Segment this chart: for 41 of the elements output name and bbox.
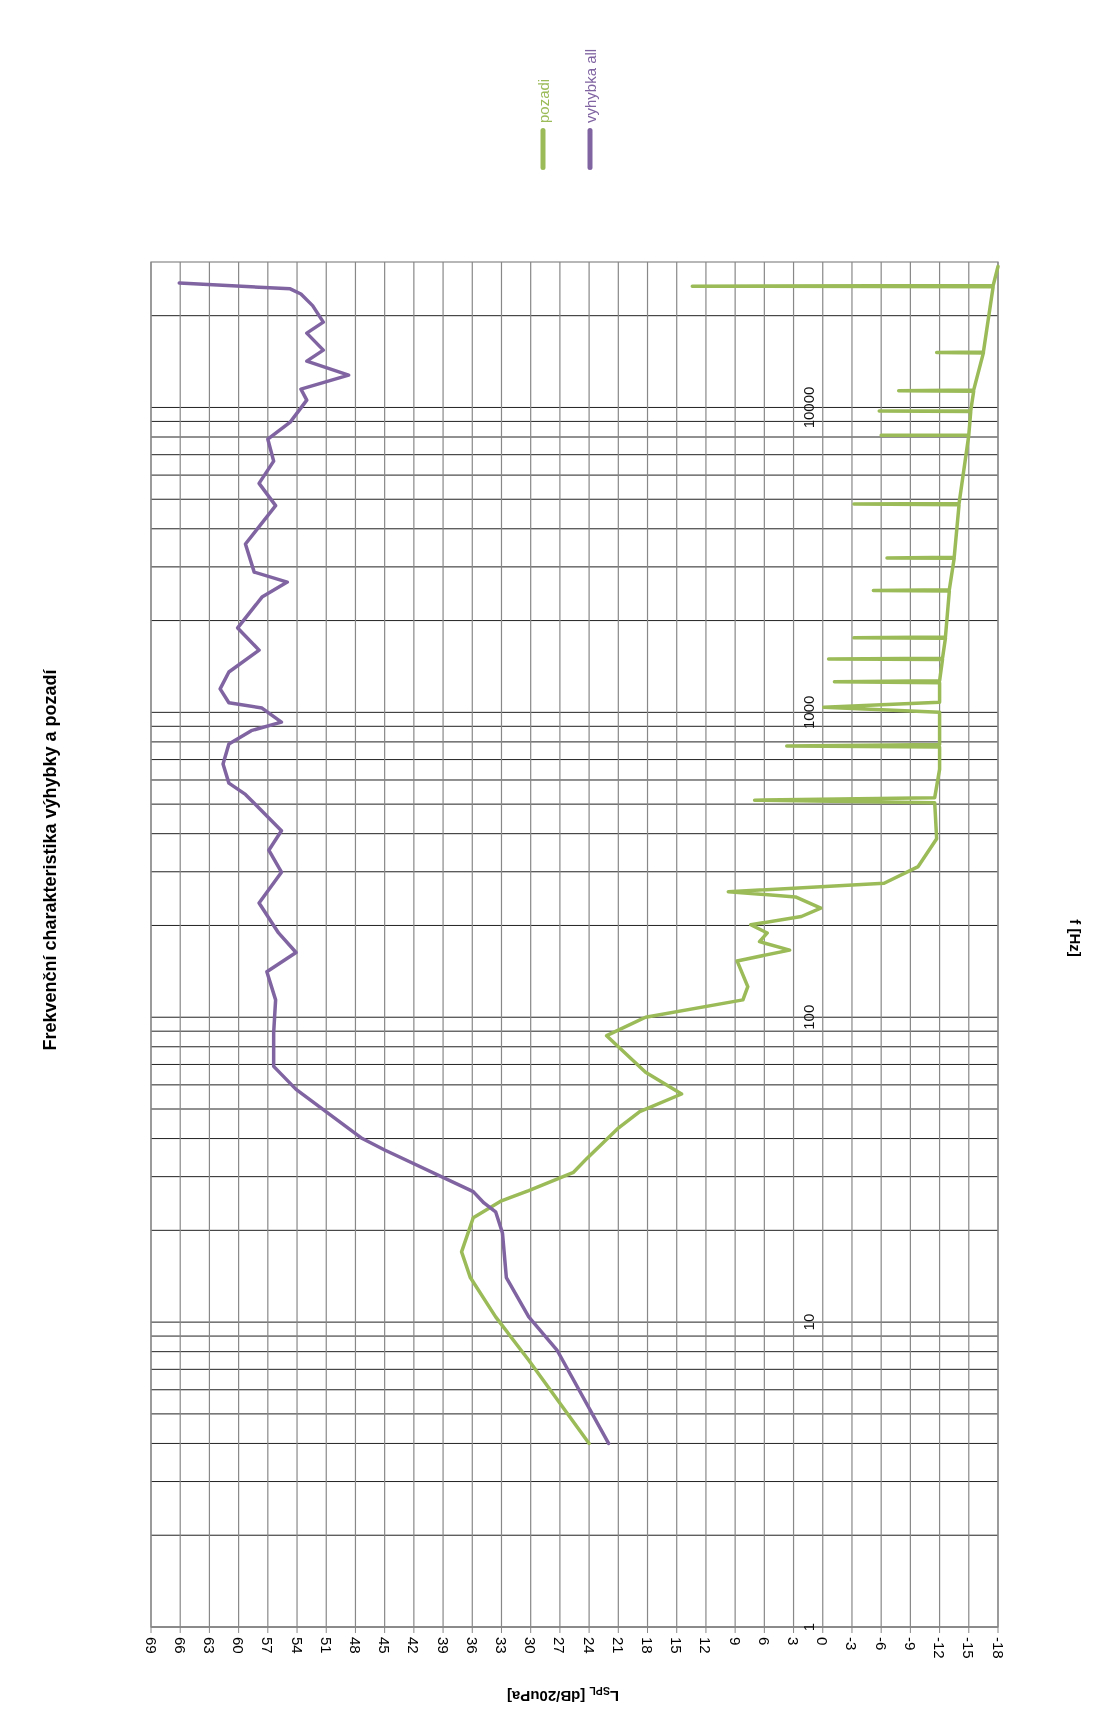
x-tick-label: 12 (697, 1637, 715, 1654)
x-tick-label: 66 (171, 1637, 189, 1654)
y-axis-title: f [Hz] (1066, 919, 1084, 957)
line-series (177, 281, 611, 1446)
x-tick-label: 57 (259, 1637, 277, 1654)
text: vyhybka all (581, 48, 599, 123)
text: pozadi (534, 78, 552, 123)
x-tick-label: 45 (376, 1637, 394, 1654)
x-tick-label: 15 (668, 1637, 686, 1654)
x-tick-label: -15 (960, 1637, 978, 1659)
x-tick-label: 27 (551, 1637, 569, 1654)
x-tick-label: 63 (200, 1637, 218, 1654)
x-tick-label: 9 (726, 1637, 744, 1646)
x-tick-label: -18 (989, 1637, 1007, 1659)
x-tick-label: 54 (288, 1637, 306, 1654)
x-tick-label: 48 (346, 1637, 364, 1654)
line-series (459, 264, 1000, 1446)
x-tick-label: -12 (931, 1637, 949, 1659)
x-tick-label: 60 (230, 1637, 248, 1654)
x-tick-label: 39 (434, 1637, 452, 1654)
x-tick-label: 6 (755, 1637, 773, 1646)
x-tick-label: 18 (639, 1637, 657, 1654)
y-tick-label: 1 (799, 1622, 817, 1632)
y-tick-label: 10 (799, 1313, 817, 1331)
x-tick-label: 3 (785, 1637, 803, 1646)
x-tick-label: -3 (843, 1637, 861, 1651)
y-tick-label: 100 (799, 1004, 817, 1030)
y-tick-label: 1000 (799, 695, 817, 730)
x-tick-label: 30 (522, 1637, 540, 1654)
x-tick-label: -6 (872, 1637, 890, 1651)
x-tick-label: 33 (492, 1637, 510, 1654)
x-tick-label: 0 (814, 1637, 832, 1646)
x-tick-label: 21 (609, 1637, 627, 1654)
x-tick-label: 24 (580, 1637, 598, 1654)
x-tick-label: 42 (405, 1637, 423, 1654)
x-tick-label: 51 (317, 1637, 335, 1654)
x-tick-label: 69 (142, 1637, 160, 1654)
text: Frekvenční charakteristika výhybky a pozadí (40, 668, 60, 1051)
x-tick-label: -9 (901, 1637, 919, 1651)
x-tick-label: 36 (463, 1637, 481, 1654)
y-tick-label: 10000 (799, 386, 817, 429)
